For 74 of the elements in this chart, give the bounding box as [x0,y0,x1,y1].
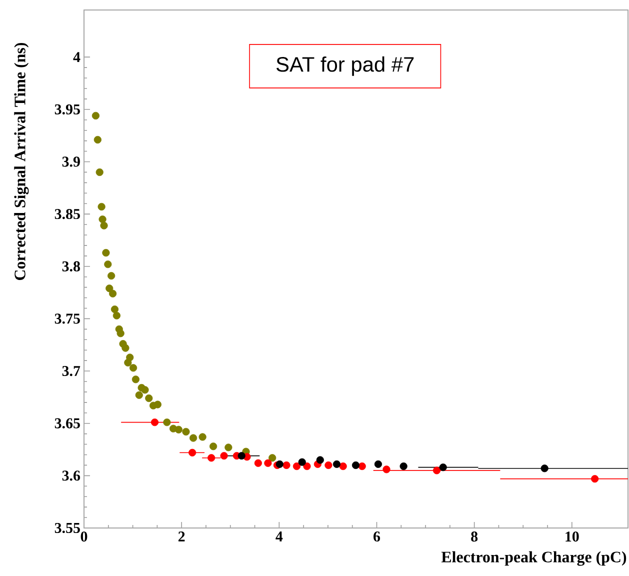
point [188,448,196,456]
y-tick-label: 3.95 [54,104,80,114]
point [591,475,599,483]
point [432,466,441,474]
point [112,312,120,320]
x-axis-title: Electron-peak Charge (pC) [441,551,626,566]
point [100,222,108,230]
point [182,428,190,436]
y-tick-label: 3.85 [54,208,80,220]
point [292,462,301,470]
y-tick-label: 3.75 [54,314,80,324]
y-tick-label: 4 [73,52,80,62]
point [382,466,390,474]
x-tick-label: 10 [566,532,579,542]
x-tick-label: 6 [374,532,380,542]
point [276,460,284,468]
x-tick-label: 2 [178,532,185,542]
point [126,354,134,362]
point [352,461,360,470]
point [238,452,246,460]
point [298,458,306,466]
point [104,260,112,268]
point [400,462,408,470]
point [94,136,102,144]
point [339,462,347,470]
point [132,376,140,384]
point [129,364,138,372]
y-tick-label: 3.9 [62,156,80,167]
text: SAT for pad #7 [276,56,414,76]
point [540,464,548,472]
point [224,444,232,452]
y-axis-title: Corrected Signal Arrival Time (ns) [14,42,29,280]
point [208,454,216,462]
point [324,461,332,470]
point [198,433,206,441]
point [264,459,272,467]
point [92,112,100,120]
x-tick-label: 8 [471,532,478,542]
point [163,418,171,426]
point [122,344,130,352]
point [189,434,198,442]
y-tick-label: 3.6 [62,470,80,481]
point [135,391,143,399]
point [374,460,382,468]
point [98,202,106,211]
point [220,452,228,460]
point [106,284,114,292]
point [268,454,276,462]
point [332,460,341,468]
y-tick-label: 3.8 [62,261,80,272]
point [145,394,153,402]
y-tick-label: 3.55 [54,522,80,534]
point [316,456,324,464]
point [98,215,106,224]
y-tick-label: 3.65 [54,418,80,428]
point [108,290,117,298]
point [174,426,182,434]
y-tick-label: 3.7 [62,366,80,376]
point [358,462,366,470]
x-tick-label: 0 [80,532,88,542]
point [108,272,116,280]
point [96,168,104,176]
point [150,418,159,426]
point [141,386,149,394]
point [116,330,124,338]
x-tick-label: 4 [276,532,283,542]
point [254,459,262,467]
point [110,305,119,314]
point [282,461,290,470]
point [154,400,162,408]
point [102,248,110,257]
point [303,462,311,470]
point [209,442,218,450]
point [439,464,447,472]
